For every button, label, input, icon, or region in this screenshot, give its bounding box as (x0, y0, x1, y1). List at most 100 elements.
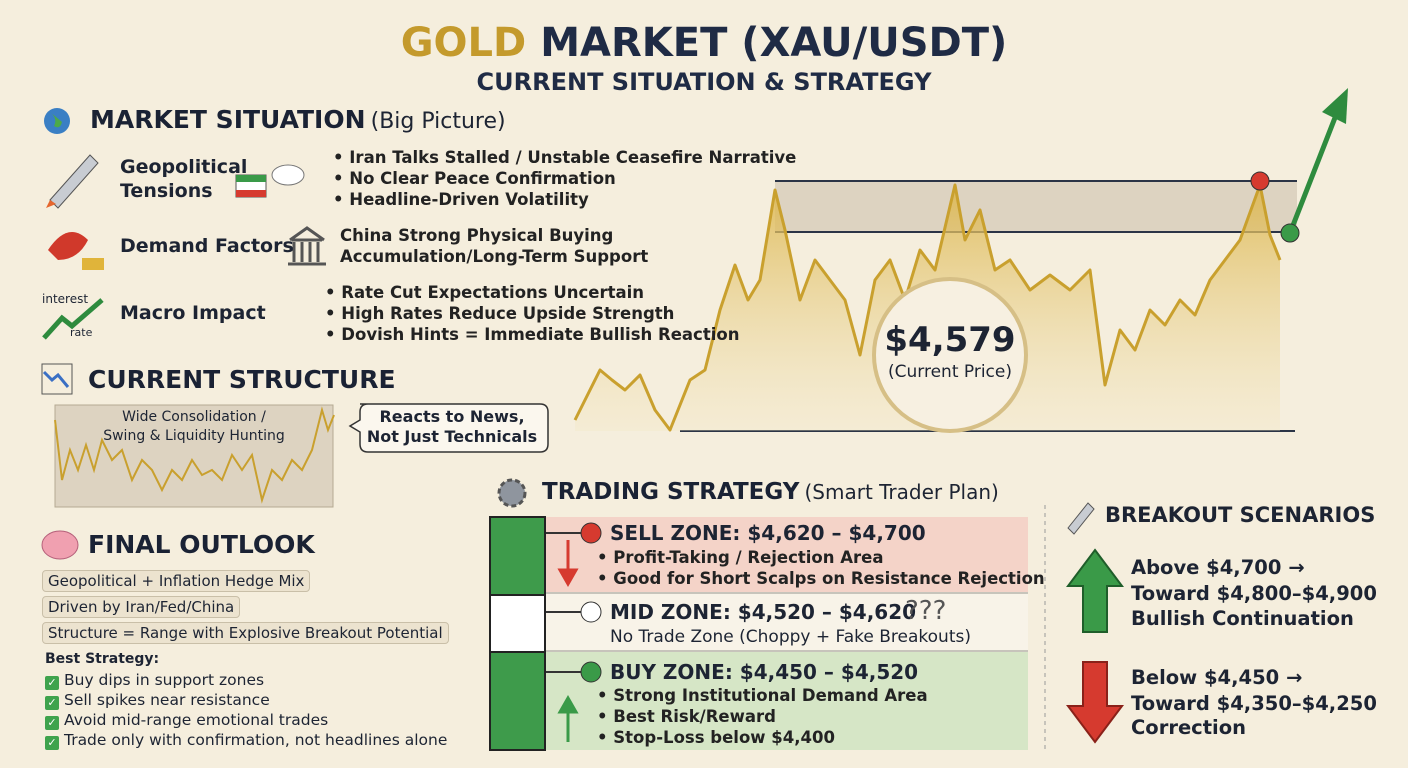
zone-title: SELL ZONE: $4,620 – $4,700 (610, 521, 926, 545)
mid-bar (489, 594, 546, 653)
callout-text: Reacts to News, (379, 407, 525, 426)
zone-point: • Good for Short Scalps on Resistance Re… (597, 569, 1045, 588)
check: ✓ (45, 696, 59, 710)
gold-bars (82, 258, 104, 270)
check: ✓ (45, 736, 59, 750)
chart-icon (42, 370, 70, 388)
strategy-text: Avoid mid-range emotional trades (64, 711, 329, 729)
zone-title: BUY ZONE: $4,450 – $4,520 (610, 660, 919, 684)
rocket-icon (49, 154, 99, 209)
strategy-text: Buy dips in support zones (64, 671, 265, 689)
callout-bubble (348, 403, 549, 453)
globe-land (50, 112, 62, 128)
scenario-line: Toward $4,800–$4,900 (1131, 582, 1377, 605)
strategy-text: Trade only with confirmation, not headli… (64, 731, 448, 749)
zone-mark: ??? (905, 596, 947, 626)
bullet: • Headline-Driven Volatility (333, 190, 589, 209)
outlook-tag: Driven by Iran/Fed/China (42, 596, 241, 618)
strategy-item: ✓ Buy dips in support zones (45, 671, 264, 690)
price-circle (872, 277, 1028, 433)
down-arrow (1066, 661, 1124, 744)
strategy-item: ✓ Avoid mid-range emotional trades (45, 711, 328, 730)
zone-point: • Strong Institutional Demand Area (597, 686, 928, 705)
section-heading: TRADING STRATEGY (Smart Trader Plan) (542, 479, 999, 505)
price-line (573, 183, 1282, 432)
zone-title: MID ZONE: $4,520 – $4,620 (610, 600, 917, 624)
row-label: Macro Impact (120, 302, 266, 324)
bullet: • High Rates Reduce Upside Strength (325, 304, 675, 323)
row-label: Geopolitical Tensions (120, 156, 248, 202)
up-arrow (1066, 548, 1124, 633)
gear-icon (497, 478, 527, 508)
resistance-band (775, 181, 1297, 232)
zone-point: No Trade Zone (Choppy + Fake Breakouts) (610, 627, 971, 647)
mid-dot (580, 601, 602, 623)
title-rest: MARKET (XAU/USDT) (540, 20, 1008, 66)
strategy-item: ✓ Trade only with confirmation, not headl… (45, 731, 447, 750)
rate-icon (42, 298, 104, 340)
callout-text: Not Just Technicals (366, 427, 538, 446)
subtitle: CURRENT SITUATION & STRATEGY (476, 68, 932, 96)
outlook-tag: Geopolitical + Inflation Hedge Mix (42, 570, 311, 592)
section-heading: FINAL OUTLOOK (88, 530, 315, 559)
red-dot (1250, 171, 1270, 191)
up-arrow-small (557, 694, 579, 742)
sell-zone (546, 517, 1028, 592)
price-value: $4,579 (884, 320, 1016, 360)
dragon-icon (48, 232, 88, 260)
outlook-tag: Structure = Range with Explosive Breakou… (42, 622, 449, 644)
strategy-title: Best Strategy: (45, 651, 160, 667)
row-label: Demand Factors (120, 235, 294, 257)
section-heading: CURRENT STRUCTURE (88, 365, 396, 394)
breakout-arrow (1287, 109, 1341, 234)
title-gold: GOLD (400, 20, 527, 66)
scenario-line: Above $4,700 → (1131, 556, 1305, 579)
scenario-line: Correction (1131, 716, 1247, 739)
scenario-line: Bullish Continuation (1131, 607, 1354, 630)
dove-icon (271, 164, 305, 186)
rocket-icon-2 (1067, 502, 1095, 535)
down-arrow-small (557, 540, 579, 588)
section-heading: BREAKOUT SCENARIOS (1105, 503, 1376, 527)
chart-label: Wide Consolidation / (122, 409, 266, 425)
green-dot (1280, 223, 1300, 243)
buy-dot (580, 661, 602, 683)
brain-icon (41, 530, 79, 560)
title: GOLD MARKET (XAU/USDT) (0, 20, 1408, 66)
bullet: • No Clear Peace Confirmation (333, 169, 616, 188)
bullet: Accumulation/Long-Term Support (340, 247, 649, 266)
icon-label: rate (70, 326, 93, 339)
heading-note: (Smart Trader Plan) (804, 480, 999, 504)
bullet: • Iran Talks Stalled / Unstable Ceasefir… (333, 148, 797, 167)
strategy-text: Sell spikes near resistance (64, 691, 270, 709)
check: ✓ (45, 716, 59, 730)
buy-zone (546, 652, 1028, 750)
check: ✓ (45, 676, 59, 690)
rocket-flame (46, 200, 56, 208)
structure-line (54, 406, 335, 504)
flag-green (236, 175, 266, 182)
zone-point: • Best Risk/Reward (597, 707, 776, 726)
chart-icon-frame (41, 363, 73, 395)
flag-red (236, 190, 266, 197)
heading-text: TRADING STRATEGY (542, 479, 800, 505)
price-label: (Current Price) (888, 362, 1012, 382)
mid-zone (546, 594, 1028, 650)
icon-label: interest (42, 292, 89, 306)
scenario-line: Toward $4,350–$4,250 (1131, 692, 1377, 715)
arrow-head (1322, 88, 1348, 124)
strategy-item: ✓ Sell spikes near resistance (45, 691, 270, 710)
bullet: China Strong Physical Buying (340, 226, 614, 245)
zone-point: • Profit-Taking / Rejection Area (597, 548, 884, 567)
sell-bar (489, 516, 546, 596)
sell-dot (580, 522, 602, 544)
section-heading: MARKET SITUATION (Big Picture) (90, 105, 506, 134)
bank-icon (288, 226, 326, 266)
scenario-line: Below $4,450 → (1131, 666, 1303, 689)
bullet: • Dovish Hints = Immediate Bullish React… (325, 325, 740, 344)
heading-text: MARKET SITUATION (90, 105, 366, 134)
chart-label: Swing & Liquidity Hunting (103, 428, 285, 444)
buy-bar (489, 651, 546, 751)
